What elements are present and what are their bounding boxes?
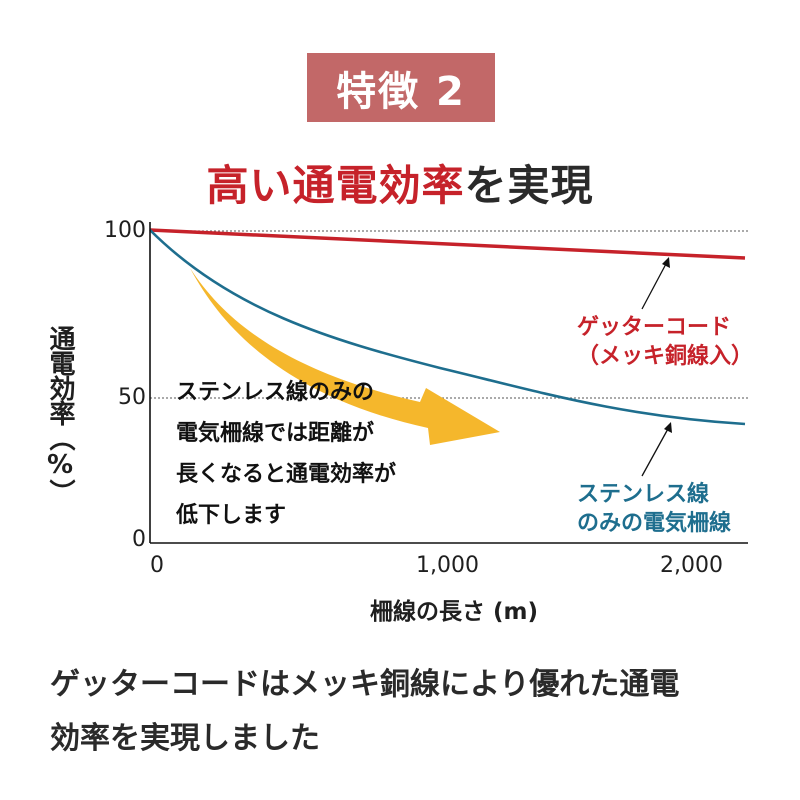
note-line: ステンレス線のみの (176, 380, 375, 405)
headline-rest: を実現 (464, 161, 594, 210)
feature-badge: 特徴 2 (307, 53, 495, 122)
x-axis-label: 柵線の長さ (m) (370, 599, 538, 625)
series-stainless (149, 229, 746, 426)
y-tick-50: 50 (118, 385, 146, 410)
callout-arrow-red-icon (641, 257, 670, 310)
decline-arrow-icon (190, 268, 500, 445)
legend-blue-line: ステンレス線 (577, 482, 710, 507)
x-tick-1000: 1,000 (416, 553, 479, 578)
summary-line: ゲッターコードはメッキ銅線により優れた通電 (50, 667, 680, 702)
legend-getter-cord: ゲッターコード （メッキ銅線入） (577, 313, 753, 371)
legend-red-line: ゲッターコード (577, 315, 732, 340)
y-tick-0: 0 (132, 527, 146, 552)
series-getter-cord (149, 228, 746, 260)
headline-highlight: 高い通電効率 (206, 161, 465, 210)
y-axis-label: 通電効率（%） (45, 325, 75, 504)
chart-note: ステンレス線のみの 電気柵線では距離が 長くなると通電効率が 低下します (176, 372, 396, 536)
note-line: 長くなると通電効率が (176, 462, 397, 487)
note-line: 電気柵線では距離が (176, 421, 375, 446)
x-tick-2000: 2,000 (660, 553, 723, 578)
summary-line: 効率を実現しました (50, 721, 320, 756)
x-tick-0: 0 (150, 553, 164, 578)
y-tick-100: 100 (104, 218, 146, 243)
legend-red-line: （メッキ銅線入） (577, 344, 754, 369)
legend-stainless: ステンレス線 のみの電気柵線 (577, 480, 731, 538)
summary-text: ゲッターコードはメッキ銅線により優れた通電 効率を実現しました (50, 658, 770, 766)
legend-blue-line: のみの電気柵線 (577, 511, 732, 536)
callout-arrow-blue-icon (641, 422, 672, 477)
note-line: 低下します (176, 503, 287, 528)
headline: 高い通電効率を実現 (0, 152, 800, 213)
